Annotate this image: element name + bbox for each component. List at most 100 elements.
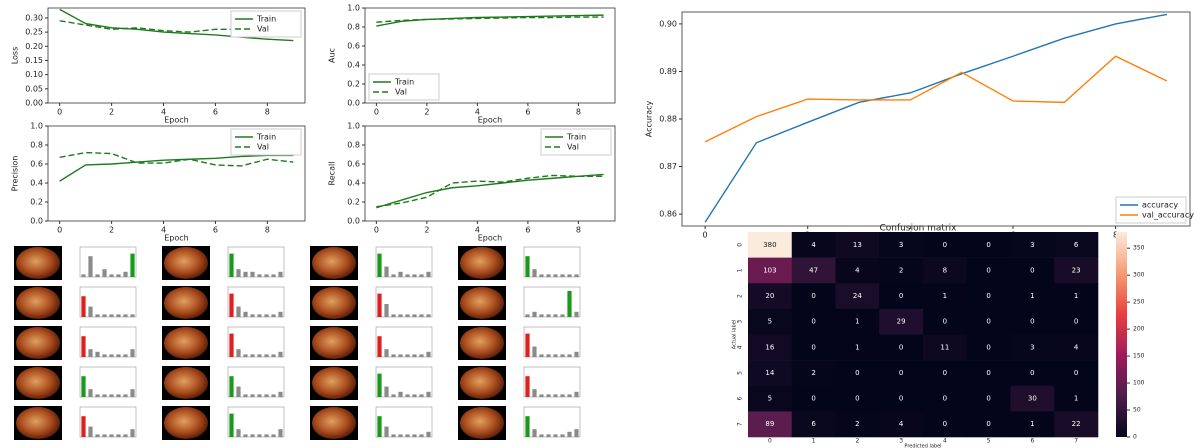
cell-label: 20 <box>765 292 774 300</box>
cell-label: 0 <box>899 292 903 300</box>
fundus-image <box>16 327 60 359</box>
x-tick-label: 5 <box>987 438 991 445</box>
cell-label: 0 <box>943 369 947 377</box>
x-tick-label: 0 <box>374 108 379 117</box>
fundus-image <box>164 407 208 439</box>
mini-bar <box>229 414 233 437</box>
mini-bar <box>426 352 430 357</box>
mini-bar <box>250 394 254 397</box>
fundus-image <box>460 367 504 399</box>
mini-bar <box>130 349 134 357</box>
y-tick-label: 0.0 <box>30 217 43 226</box>
mini-bar <box>377 416 381 437</box>
mini-bar <box>539 394 543 397</box>
mini-bar <box>236 349 240 357</box>
mini-bar <box>264 434 268 437</box>
mini-bar <box>553 394 557 397</box>
mini-bar <box>426 272 430 277</box>
legend-label: Train <box>256 15 276 24</box>
x-axis-label: Epoch <box>164 234 189 243</box>
x-tick-label: 1 <box>812 438 816 445</box>
colorbar-tick-label: 50 <box>1133 407 1141 414</box>
x-axis-label: Predicted label <box>904 444 941 448</box>
mini-bar <box>130 254 134 277</box>
mini-bar <box>405 354 409 357</box>
cell-label: 5 <box>768 318 772 326</box>
cell-label: 8 <box>943 266 947 274</box>
mini-bar <box>243 272 247 277</box>
fundus-image <box>312 287 356 319</box>
y-tick-label: 0.0 <box>347 99 360 108</box>
mini-bar <box>426 392 430 397</box>
mini-bar <box>250 354 254 357</box>
mini-bar <box>116 434 120 437</box>
legend-label: Val <box>395 88 407 97</box>
cell-label: 1 <box>855 318 859 326</box>
mini-bar <box>525 314 529 317</box>
mini-bar <box>546 394 550 397</box>
mini-bar <box>574 429 578 437</box>
series-line <box>60 155 294 181</box>
x-tick-label: 2 <box>855 438 859 445</box>
mini-bar <box>532 312 536 317</box>
legend-label: Val <box>257 25 269 34</box>
mini-bar <box>271 434 275 437</box>
mini-bar <box>257 354 261 357</box>
mini-bar <box>250 314 254 317</box>
cell-label: 0 <box>899 395 903 403</box>
series-line <box>376 175 603 206</box>
colorbar-tick-label: 0 <box>1133 434 1137 441</box>
cell-label: 1 <box>1030 420 1034 428</box>
x-tick-label: 8 <box>576 108 581 117</box>
fundus-image <box>164 367 208 399</box>
mini-bar <box>574 352 578 357</box>
mini-bar <box>574 392 578 397</box>
plot-frame <box>682 12 1190 226</box>
cell-label: 6 <box>811 420 816 428</box>
series-line <box>376 174 603 207</box>
fundus-image <box>16 367 60 399</box>
mini-bar <box>546 434 550 437</box>
mini-bar <box>250 272 254 277</box>
fundus-image <box>460 327 504 359</box>
y-tick-label: 1 <box>737 268 744 272</box>
mini-bar <box>123 354 127 357</box>
mini-bar <box>236 387 240 397</box>
x-tick-label: 6 <box>1030 438 1034 445</box>
mini-bar <box>130 389 134 397</box>
cell-label: 2 <box>855 420 859 428</box>
mini-bar <box>553 354 557 357</box>
mini-bar <box>88 427 92 437</box>
y-tick-label: 0.25 <box>25 28 43 37</box>
mini-bar <box>229 376 233 397</box>
y-tick-label: 0.2 <box>347 80 360 89</box>
x-tick-label: 2 <box>109 226 114 235</box>
mini-bar <box>123 314 127 317</box>
cell-label: 380 <box>763 241 776 249</box>
mini-bar <box>264 314 268 317</box>
mini-bar <box>278 429 282 437</box>
mini-bar <box>391 394 395 397</box>
x-axis-label: Epoch <box>478 116 503 125</box>
x-tick-label: 8 <box>576 226 581 235</box>
mini-bar <box>412 394 416 397</box>
mini-bar <box>560 314 564 317</box>
figure: 0.000.050.100.150.200.250.3002468EpochLo… <box>0 0 1194 448</box>
mini-bar <box>123 434 127 437</box>
x-tick-label: 8 <box>265 108 270 117</box>
y-axis-label: Accuracy <box>645 100 654 137</box>
fundus-image <box>312 367 356 399</box>
mini-bar <box>264 274 268 277</box>
mini-bar <box>257 434 261 437</box>
mini-bar <box>384 387 388 397</box>
mini-bar <box>243 394 247 397</box>
mini-bar <box>116 354 120 357</box>
mini-bar <box>278 352 282 357</box>
cell-label: 47 <box>809 266 818 274</box>
colorbar-tick-label: 100 <box>1133 380 1145 387</box>
y-tick-label: 1.0 <box>347 4 360 13</box>
mini-bar <box>405 274 409 277</box>
y-tick-label: 0.2 <box>347 198 360 207</box>
y-tick-label: 0.10 <box>25 70 43 79</box>
mini-bar <box>109 354 113 357</box>
